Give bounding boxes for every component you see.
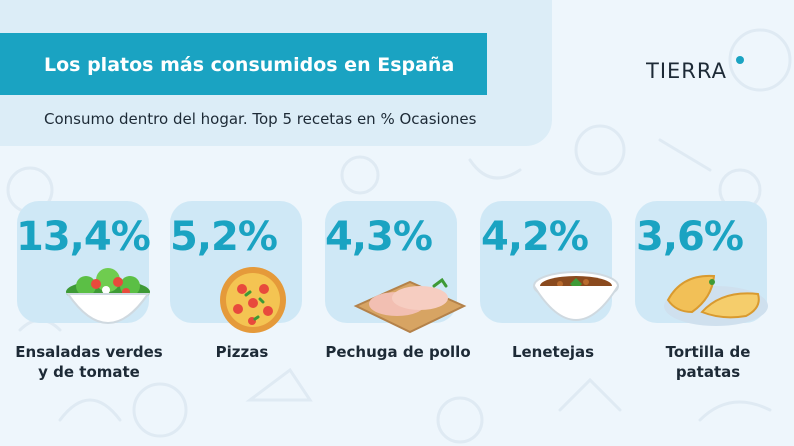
pizza-icon	[220, 267, 286, 333]
category-label-chicken: Pechuga de pollo	[313, 342, 483, 362]
salad-bowl-icon	[66, 268, 150, 324]
category-label-lentils-line1: Lenetejas	[511, 343, 595, 361]
chicken-breast-icon	[353, 277, 467, 334]
value-label-pizza: 5,2%	[170, 214, 278, 260]
category-label-tortilla-line2: patatas	[675, 363, 741, 381]
lentil-soup-icon	[533, 271, 619, 321]
logo-dot	[736, 56, 744, 64]
value-label-lentils: 4,2%	[481, 214, 589, 260]
category-label-lentils: Lenetejas	[468, 342, 638, 362]
category-label-salad: Ensaladas verdes y de tomate	[4, 342, 174, 382]
tortilla-icon	[664, 274, 768, 326]
logo-text: TIERRA	[646, 59, 727, 82]
category-label-salad-line1: Ensaladas verdes	[15, 343, 163, 361]
page-subtitle: Consumo dentro del hogar. Top 5 recetas …	[44, 110, 477, 128]
category-label-chicken-line1: Pechuga de pollo	[325, 343, 471, 361]
category-label-pizza-line1: Pizzas	[215, 343, 269, 361]
category-label-pizza: Pizzas	[157, 342, 327, 362]
title-bar	[0, 33, 487, 95]
tierra-logo: TIERRA	[646, 56, 744, 82]
value-label-tortilla: 3,6%	[636, 214, 744, 260]
category-label-tortilla: Tortilla de patatas	[623, 342, 793, 382]
category-label-tortilla-line1: Tortilla de	[665, 343, 751, 361]
category-label-salad-line2: y de tomate	[38, 363, 140, 381]
value-label-salad: 13,4%	[16, 214, 151, 260]
value-label-chicken: 4,3%	[325, 214, 433, 260]
page-title: Los platos más consumidos en España	[44, 54, 455, 76]
